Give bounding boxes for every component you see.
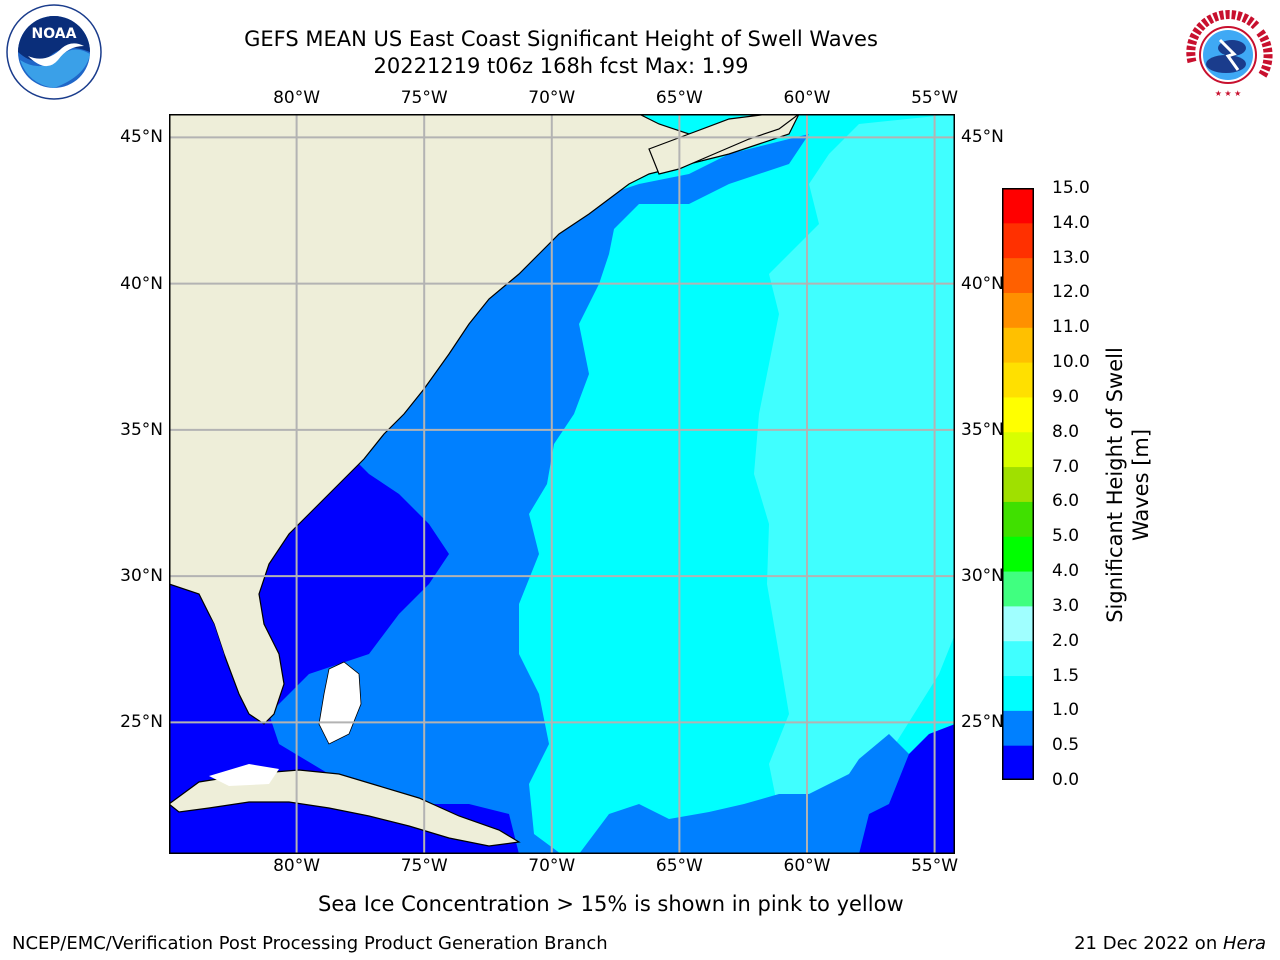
colorbar-tick-label: 3.0 [1052,595,1080,616]
lat-tick-right: 30°N [961,566,1004,587]
gulf-of-mexico [169,589,239,724]
lon-tick-top: 55°W [911,88,959,108]
colorbar-title-line2: Waves [m] [1129,428,1153,542]
colorbar-title-line1: Significant Height of Swell [1103,347,1127,623]
national-weather-service-logo: ★ ★ ★ [1176,10,1276,100]
colorbar-tick-label: 8.0 [1052,421,1080,442]
band-0-0.5-se [859,724,955,854]
lon-tick-top: 70°W [528,88,576,108]
lat-tick-left: 25°N [120,712,163,733]
colorbar-swatch [1002,466,1034,502]
lat-tick-left: 40°N [120,273,163,294]
colorbar-tick-label: 5.0 [1052,526,1080,547]
lat-tick-right: 40°N [961,273,1004,294]
colorbar-swatch [1002,675,1034,711]
lon-tick-bottom: 75°W [400,856,448,876]
colorbar-tick-label: 10.0 [1052,352,1090,373]
colorbar-tick-label: 9.0 [1052,386,1080,407]
lon-tick-top: 75°W [400,88,448,108]
lon-tick-bottom: 65°W [655,856,703,876]
colorbar-tick-label: 7.0 [1052,456,1080,477]
colorbar-swatch [1002,501,1034,537]
colorbar-swatch [1002,640,1034,677]
colorbar-tick-label: 0.0 [1052,770,1080,790]
colorbar-swatch [1002,536,1034,572]
colorbar-swatch [1002,396,1034,433]
footer-date: 21 Dec 2022 on Hera [1074,933,1266,954]
land-nova-scotia [648,113,801,175]
lon-tick-bottom: 60°W [783,856,831,876]
colorbar-swatch [1002,605,1034,642]
colorbar-tick-label: 15.0 [1052,178,1090,198]
colorbar-swatch [1002,292,1034,328]
colorbar-tick-label: 14.0 [1052,212,1090,233]
colorbar-tick-label: 12.0 [1052,282,1090,303]
bahamas-shallows [318,661,362,745]
colorbar-tick-label: 11.0 [1052,317,1090,338]
colorbar-swatch [1002,257,1034,293]
lon-tick-bottom: 55°W [911,856,959,876]
lat-tick-right: 45°N [961,127,1004,148]
footer-date-text: 21 Dec 2022 on [1074,933,1223,954]
colorbar-tick-label: 4.0 [1052,561,1080,582]
colorbar-swatch [1002,710,1034,746]
map-title-line1: GEFS MEAN US East Coast Significant Heig… [244,27,878,51]
colorbar-tick-label: 6.0 [1052,491,1080,512]
lat-tick-left: 30°N [120,566,163,587]
colorbar-tick-label: 2.0 [1052,630,1080,651]
lon-tick-top: 80°W [273,88,321,108]
colorbar-swatch [1002,431,1034,468]
band-1.5-2 [754,114,955,814]
lon-tick-bottom: 80°W [273,856,321,876]
colorbar-tick-label: 0.5 [1052,735,1080,756]
colorbar-tick-label: 13.0 [1052,247,1090,268]
land-cuba [168,769,521,847]
swell-height-map [168,113,955,854]
footer-machine: Hera [1222,933,1266,954]
lon-tick-top: 65°W [655,88,703,108]
lat-tick-left: 35°N [120,419,163,440]
lon-tick-bottom: 70°W [528,856,576,876]
band-0.5-1 [169,134,955,854]
colorbar-swatch [1002,362,1034,398]
cuba-north-shallows [209,764,279,786]
lon-tick-top: 60°W [783,88,831,108]
svg-text:NOAA: NOAA [32,26,77,42]
svg-text:★ ★ ★: ★ ★ ★ [1215,89,1242,98]
colorbar-swatch [1002,745,1034,781]
lat-tick-left: 45°N [120,127,163,148]
colorbar-swatch [1002,327,1034,363]
noaa-logo: NOAA [6,4,102,100]
map-title-line2: 20221219 t06z 168h fcst Max: 1.99 [373,54,749,78]
colorbar-swatch [1002,188,1034,224]
lat-tick-right: 25°N [961,712,1004,733]
colorbar-swatch [1002,222,1034,259]
lat-tick-right: 35°N [961,419,1004,440]
colorbar-tick-label: 1.0 [1052,700,1080,721]
colorbar-swatch [1002,571,1034,607]
footer-branch: NCEP/EMC/Verification Post Processing Pr… [12,933,608,954]
colorbar-tick-label: 1.5 [1052,665,1080,686]
sea-ice-note: Sea Ice Concentration > 15% is shown in … [318,892,904,916]
colorbar [1002,188,1034,781]
